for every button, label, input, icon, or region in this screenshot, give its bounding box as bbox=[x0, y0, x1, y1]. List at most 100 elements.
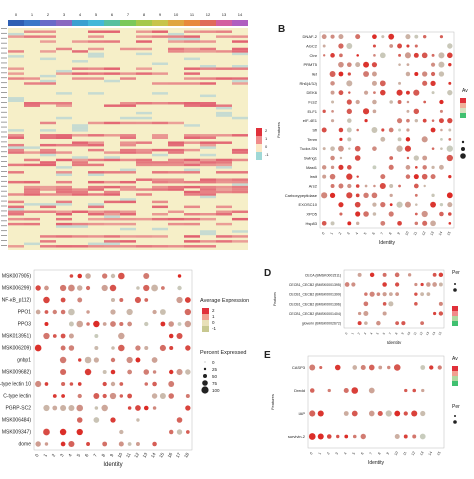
dot bbox=[364, 321, 368, 325]
dot bbox=[135, 405, 141, 411]
heatmap-cell bbox=[56, 193, 72, 196]
legend-tick: 0 bbox=[265, 144, 268, 149]
identity-tick: 15 bbox=[436, 451, 441, 456]
heatmap-cell bbox=[24, 82, 40, 85]
dot bbox=[76, 417, 83, 423]
heatmap-cell bbox=[216, 190, 232, 194]
panel-b-letter: B bbox=[278, 24, 286, 35]
legend-tick: -1 bbox=[265, 152, 269, 157]
identity-tick: 14 bbox=[431, 331, 436, 336]
heatmap-cell bbox=[216, 30, 232, 33]
dot bbox=[354, 145, 361, 152]
dot bbox=[405, 174, 411, 179]
legend-size-tick: 75 bbox=[212, 381, 218, 386]
heatmap-cell bbox=[120, 222, 136, 226]
identity-tick: 1 bbox=[350, 331, 354, 335]
plot-frame bbox=[343, 269, 445, 329]
dot bbox=[431, 147, 435, 150]
heatmap-cell bbox=[184, 124, 200, 127]
dot bbox=[403, 434, 408, 439]
heatmap-cell bbox=[136, 148, 152, 152]
heatmap-cell bbox=[216, 50, 232, 53]
heatmap-cell bbox=[200, 153, 216, 157]
heatmap-cell bbox=[184, 185, 200, 189]
heatmap-cell bbox=[8, 151, 24, 154]
heatmap-cell bbox=[56, 151, 72, 154]
heatmap-cell bbox=[40, 102, 56, 105]
dot bbox=[398, 184, 401, 188]
heatmap-cell bbox=[8, 148, 24, 152]
dot bbox=[438, 311, 444, 316]
heatmap-cell bbox=[88, 143, 104, 147]
heatmap-cell bbox=[200, 143, 216, 147]
dot bbox=[126, 308, 133, 316]
identity-tick: 1 bbox=[318, 452, 322, 456]
legend-swatch bbox=[202, 308, 209, 314]
heatmap-cell bbox=[184, 82, 200, 85]
panel-d-letter: D bbox=[264, 268, 272, 279]
dot bbox=[433, 311, 437, 316]
feature-label: Dredd bbox=[294, 388, 305, 393]
dot bbox=[413, 89, 420, 96]
dot bbox=[421, 173, 428, 180]
dot bbox=[448, 128, 452, 132]
feature-label: Swing1 bbox=[304, 156, 318, 161]
heatmap-cell bbox=[184, 245, 200, 248]
dot bbox=[169, 369, 174, 375]
dot bbox=[413, 183, 419, 189]
heatmap-cell bbox=[104, 121, 120, 125]
cluster-bar bbox=[8, 20, 24, 26]
heatmap-cell bbox=[88, 242, 104, 246]
identity-tick: 15 bbox=[437, 331, 442, 336]
feature-label: DNAF-2 bbox=[303, 34, 318, 39]
heatmap-cell bbox=[40, 82, 56, 85]
plot-frame bbox=[33, 269, 193, 451]
gene-label bbox=[1, 146, 7, 148]
heatmap-cell bbox=[8, 136, 24, 139]
dot bbox=[405, 165, 411, 170]
dot bbox=[354, 155, 361, 161]
dot bbox=[439, 203, 444, 207]
dot bbox=[422, 220, 428, 226]
dot bbox=[369, 291, 375, 297]
heatmap-cell bbox=[40, 163, 56, 167]
heatmap-cell bbox=[72, 225, 88, 228]
heatmap-cell bbox=[120, 158, 136, 162]
heatmap-cell bbox=[56, 213, 72, 216]
heatmap-cell bbox=[184, 168, 200, 172]
heatmap-cell bbox=[232, 50, 248, 53]
dot bbox=[414, 221, 419, 226]
dot bbox=[448, 212, 452, 216]
heatmap-cell bbox=[200, 47, 216, 51]
heatmap-cell bbox=[232, 79, 248, 83]
dot bbox=[143, 369, 150, 375]
heatmap-cell bbox=[56, 166, 72, 169]
gene-label bbox=[1, 116, 7, 118]
heatmap-cell bbox=[232, 158, 248, 162]
dot bbox=[184, 297, 191, 303]
identity-tick: 3 bbox=[59, 452, 65, 457]
legend-tick: 1 bbox=[265, 136, 268, 141]
heatmap-cell bbox=[104, 200, 120, 204]
dot bbox=[330, 119, 335, 123]
heatmap-cell bbox=[184, 148, 200, 152]
identity-tick: 16 bbox=[166, 451, 173, 458]
dot bbox=[346, 43, 353, 49]
cluster-bar bbox=[184, 20, 200, 26]
heatmap-cell bbox=[104, 180, 120, 184]
heatmap-cell bbox=[104, 156, 120, 159]
panel-e-dotplot: E CASP3 Dredd IAP survivin-2 0 1 2 3 4 5 6 7 8 9 10 11 1… bbox=[262, 346, 474, 474]
dot bbox=[44, 322, 49, 326]
dot bbox=[102, 393, 107, 399]
dot bbox=[93, 417, 100, 423]
heatmap-cell bbox=[232, 151, 248, 154]
dot bbox=[379, 52, 386, 59]
dot bbox=[102, 273, 108, 279]
identity-tick: 12 bbox=[411, 451, 416, 456]
heatmap-cell bbox=[120, 47, 136, 51]
heatmap-cell bbox=[40, 210, 56, 213]
feature-label: MSK009682) bbox=[2, 370, 32, 376]
heatmap-cell bbox=[104, 242, 120, 246]
heatmap-cell bbox=[56, 104, 72, 107]
